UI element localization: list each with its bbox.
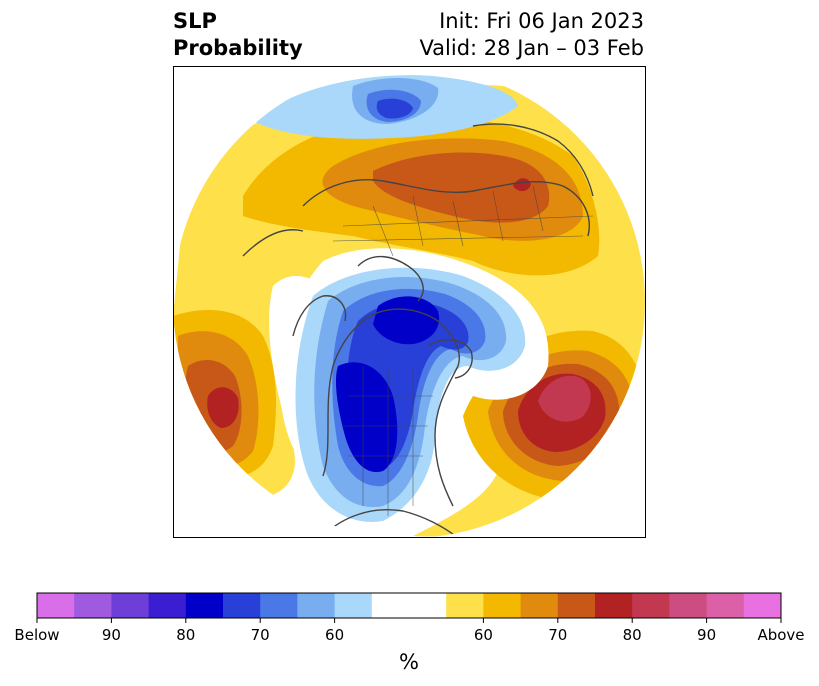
valid-dates: Valid: 28 Jan – 03 Feb: [419, 35, 644, 62]
colorbar-tick-label: 80: [176, 626, 195, 644]
colorbar-ticks: Below 90 80 70 60 60 70 80 90 Above: [14, 618, 804, 644]
colorbar-tick-label: 70: [251, 626, 270, 644]
colorbar-swatch: [111, 593, 149, 618]
colorbar-swatch: [483, 593, 521, 618]
probability-map: [173, 66, 646, 538]
title-line-2: Probability: [173, 35, 303, 62]
colorbar-tick-label: 90: [102, 626, 121, 644]
colorbar-swatch: [37, 593, 75, 618]
colorbar-swatch: [297, 593, 335, 618]
colorbar-swatch: [260, 593, 298, 618]
title-line-1: SLP: [173, 8, 303, 35]
colorbar-tick-label: 60: [325, 626, 344, 644]
colorbar-swatch: [446, 593, 484, 618]
colorbar-tick-label: 60: [474, 626, 493, 644]
colorbar-swatch: [521, 593, 559, 618]
colorbar-swatch: [409, 593, 447, 618]
colorbar-swatch: [335, 593, 373, 618]
colorbar-swatch: [74, 593, 112, 618]
probability-fields: [173, 66, 646, 538]
colorbar-swatch: [632, 593, 670, 618]
colorbar-swatch: [149, 593, 187, 618]
colorbar: Below 90 80 70 60 60 70 80 90 Above %: [0, 585, 819, 686]
colorbar-tick-label: 90: [697, 626, 716, 644]
chart-date-info: Init: Fri 06 Jan 2023 Valid: 28 Jan – 03…: [419, 8, 644, 62]
colorbar-swatches: [37, 593, 782, 618]
colorbar-swatch: [186, 593, 224, 618]
colorbar-unit-label: %: [399, 650, 419, 674]
colorbar-swatch: [744, 593, 782, 618]
colorbar-tick-label: Above: [757, 626, 804, 644]
colorbar-tick-label: 80: [623, 626, 642, 644]
colorbar-swatch: [372, 593, 410, 618]
colorbar-tick-label: 70: [548, 626, 567, 644]
colorbar-tick-label: Below: [14, 626, 59, 644]
chart-title: SLP Probability: [173, 8, 303, 62]
init-date: Init: Fri 06 Jan 2023: [419, 8, 644, 35]
colorbar-swatch: [595, 593, 633, 618]
colorbar-swatch: [558, 593, 596, 618]
colorbar-swatch: [707, 593, 745, 618]
colorbar-swatch: [669, 593, 707, 618]
colorbar-swatch: [223, 593, 261, 618]
